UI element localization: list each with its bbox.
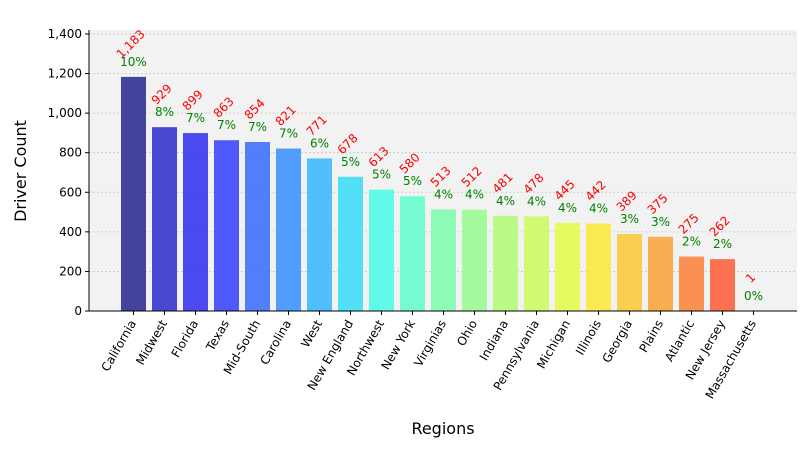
bars: [121, 76, 766, 312]
bar: [648, 236, 673, 311]
bar: [431, 209, 456, 311]
percent-label: 4%: [434, 187, 453, 201]
x-tick-label: Atlantic: [662, 318, 697, 365]
y-tick-label: 800: [59, 146, 82, 160]
x-tick-label: Texas: [203, 318, 232, 355]
y-tick-label: 1,000: [48, 106, 82, 120]
y-axis-title: Driver Count: [11, 120, 30, 222]
y-tick-label: 1,400: [48, 27, 82, 41]
bar: [276, 148, 301, 311]
bar: [214, 140, 239, 311]
bar: [617, 234, 642, 311]
y-tick-label: 600: [59, 185, 82, 199]
percent-label: 4%: [465, 188, 484, 202]
y-tick-label: 1,200: [48, 67, 82, 81]
percent-label: 2%: [713, 237, 732, 251]
percent-label: 5%: [403, 174, 422, 188]
y-ticks: 0 200 400 600 800 1,000 1,200 1,400: [48, 27, 89, 318]
y-tick-label: 400: [59, 225, 82, 239]
percent-label: 4%: [496, 194, 515, 208]
y-tick-label: 0: [74, 304, 82, 318]
x-tick-label: California: [98, 318, 139, 374]
x-tick-label: Georgia: [599, 318, 635, 366]
percent-label: 6%: [310, 136, 329, 150]
percent-label: 7%: [279, 127, 298, 141]
bar: [183, 133, 208, 311]
bar: [307, 158, 332, 311]
x-tick-label: Ohio: [454, 318, 480, 349]
bar: [338, 176, 363, 311]
bar: [524, 216, 549, 311]
x-axis-title: Regions: [411, 419, 474, 438]
percent-label: 4%: [589, 202, 608, 216]
percent-label: 10%: [120, 55, 147, 69]
percent-label: 3%: [620, 212, 639, 226]
bar: [400, 196, 425, 311]
y-tick-label: 200: [59, 264, 82, 278]
bar: [493, 215, 518, 311]
percent-label: 4%: [527, 194, 546, 208]
x-tick-label: Florida: [169, 318, 202, 360]
percent-label: 8%: [155, 105, 174, 119]
bar: [679, 256, 704, 311]
bar: [586, 223, 611, 311]
bar: [555, 222, 580, 311]
x-tick-label: Indiana: [477, 318, 511, 363]
bar: [710, 259, 735, 311]
bar: [462, 209, 487, 311]
percent-label: 3%: [651, 215, 670, 229]
percent-label: 7%: [186, 111, 205, 125]
percent-label: 2%: [682, 235, 701, 249]
bar: [152, 127, 177, 311]
percent-label: 5%: [341, 155, 360, 169]
percent-label: 7%: [248, 120, 267, 134]
x-tick-label: Illinois: [573, 318, 604, 358]
bar: [121, 76, 146, 311]
x-tick-label: Plains: [636, 318, 666, 355]
percent-label: 4%: [558, 201, 577, 215]
percent-label: 5%: [372, 168, 391, 182]
percent-label: 7%: [217, 118, 236, 132]
bar: [369, 189, 394, 311]
x-tick-label: West: [298, 317, 325, 350]
bar: [245, 142, 270, 311]
percent-label: 0%: [744, 289, 763, 303]
